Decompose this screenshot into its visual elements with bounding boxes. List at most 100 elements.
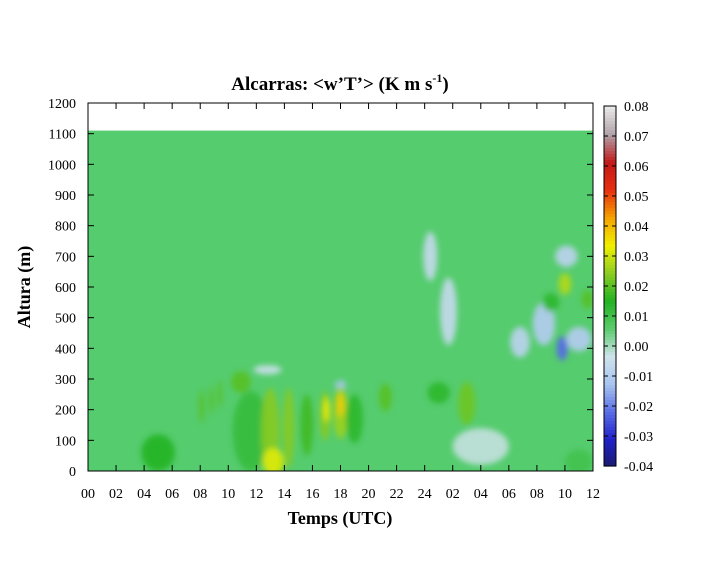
colorbar-swatch (604, 286, 616, 290)
x-tick-label: 12 (586, 487, 600, 502)
heatmap-cool-cell (566, 326, 592, 352)
colorbar-swatch (604, 139, 616, 143)
colorbar-swatch (604, 229, 616, 233)
colorbar-tick-label: 0.03 (624, 250, 649, 265)
colorbar-swatch (604, 442, 616, 446)
colorbar-swatch (604, 316, 616, 320)
colorbar-swatch (604, 133, 616, 137)
colorbar-swatch (604, 106, 616, 110)
colorbar-swatch (604, 370, 616, 374)
colorbar-swatch (604, 292, 616, 296)
heatmap-warm-cell (427, 382, 450, 404)
colorbar-swatch (604, 331, 616, 335)
colorbar-swatch (604, 199, 616, 203)
colorbar-tick-label: 0.00 (624, 340, 649, 355)
heatmap-cool-cell (253, 365, 282, 375)
colorbar-swatch (604, 280, 616, 284)
y-axis-label: Altura (m) (14, 246, 35, 328)
heatmap-warm-cell (564, 449, 593, 471)
x-tick-label: 12 (249, 487, 263, 502)
colorbar-swatch (604, 214, 616, 218)
y-tick-label: 400 (55, 342, 76, 357)
colorbar-swatch (604, 376, 616, 380)
x-tick-label: 04 (137, 487, 151, 502)
colorbar-swatch (604, 367, 616, 371)
colorbar-swatch (604, 244, 616, 248)
colorbar-swatch (604, 382, 616, 386)
colorbar-swatch (604, 226, 616, 230)
colorbar-swatch (604, 157, 616, 161)
y-tick-label: 900 (55, 189, 76, 204)
colorbar-swatch (604, 424, 616, 428)
colorbar-swatch (604, 361, 616, 365)
colorbar-swatch (604, 283, 616, 287)
heatmap-warm-cell (458, 382, 476, 425)
heatmap-warm-cell (379, 383, 392, 412)
colorbar-tick-label: 0.06 (624, 160, 649, 175)
colorbar-swatch (604, 265, 616, 269)
colorbar-swatch (604, 142, 616, 146)
colorbar-swatch (604, 412, 616, 416)
y-tick-label: 1100 (49, 128, 76, 143)
y-tick-label: 600 (55, 281, 76, 296)
colorbar-swatch (604, 271, 616, 275)
heatmap-cool-cell (452, 428, 509, 465)
colorbar-swatch (604, 193, 616, 197)
colorbar-swatch (604, 211, 616, 215)
colorbar-swatch (604, 163, 616, 167)
x-tick-label: 10 (221, 487, 235, 502)
colorbar-swatch (604, 385, 616, 389)
colorbar-swatch (604, 151, 616, 155)
colorbar-swatch (604, 121, 616, 125)
chart-title-main: Alcarras: <w’T’> (K m s (231, 74, 432, 95)
colorbar-tick-label: -0.01 (624, 370, 653, 385)
y-tick-label: 200 (55, 404, 76, 419)
colorbar-swatch (604, 379, 616, 383)
colorbar-swatch (604, 145, 616, 149)
colorbar-swatch (604, 307, 616, 311)
colorbar-swatch (604, 154, 616, 158)
colorbar-swatch (604, 205, 616, 209)
colorbar-swatch (604, 169, 616, 173)
colorbar-swatch (604, 259, 616, 263)
colorbar-swatch (604, 415, 616, 419)
colorbar-swatch (604, 304, 616, 308)
heatmap-warm-cell (262, 448, 284, 471)
colorbar-swatch (604, 247, 616, 251)
colorbar-swatch (604, 325, 616, 329)
x-tick-label: 02 (446, 487, 460, 502)
x-tick-label: 04 (474, 487, 488, 502)
heatmap-warm-cell (199, 389, 205, 424)
heatmap-warm-cell (323, 397, 330, 422)
heatmap-warm-cell (542, 293, 560, 312)
colorbar-swatch (604, 430, 616, 434)
colorbar-swatch (604, 181, 616, 185)
colorbar-swatch (604, 220, 616, 224)
x-tick-label: 06 (165, 487, 179, 502)
heatmap-cool-cell (556, 336, 568, 361)
heatmap-warm-cell (141, 434, 175, 471)
x-tick-label: 16 (305, 487, 319, 502)
colorbar-swatch (604, 274, 616, 278)
colorbar-swatch (604, 295, 616, 299)
heatmap-cool-cell (440, 277, 457, 346)
heatmap-field (141, 231, 593, 471)
x-tick-label: 20 (362, 487, 376, 502)
x-tick-label: 10 (558, 487, 572, 502)
colorbar-swatch (604, 253, 616, 257)
colorbar-swatch (604, 349, 616, 353)
colorbar-swatch (604, 190, 616, 194)
heatmap-warm-cell (581, 290, 593, 309)
colorbar-swatch (604, 208, 616, 212)
colorbar-swatch (604, 391, 616, 395)
colorbar-swatch (604, 130, 616, 134)
colorbar-swatch (604, 334, 616, 338)
colorbar-swatch (604, 340, 616, 344)
colorbar-swatch (604, 388, 616, 392)
heatmap-cells (141, 231, 593, 471)
colorbar-tick-label: -0.02 (624, 400, 653, 415)
colorbar-swatch (604, 373, 616, 377)
colorbar-swatch (604, 457, 616, 461)
colorbar-swatch (604, 232, 616, 236)
